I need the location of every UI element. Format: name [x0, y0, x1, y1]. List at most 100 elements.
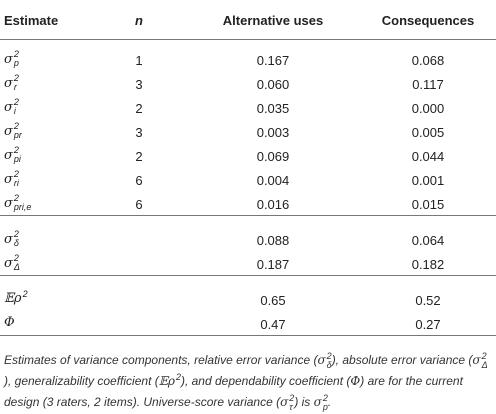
superscript: 2 [13, 73, 19, 83]
alternative-uses-cell: 0.035 [256, 101, 290, 116]
estimate-cell: σ 2 pr [4, 122, 22, 140]
consequences-cell: 0.000 [411, 101, 445, 116]
group-rule [0, 275, 496, 276]
math-scripts: 2 pi [14, 146, 21, 164]
math-scripts: 2 ri [14, 170, 19, 188]
math-base: 𝔼ρ [4, 291, 22, 307]
math-base: σ [4, 231, 13, 247]
group-rule [0, 335, 496, 336]
superscript: 2 [13, 193, 19, 203]
n-cell: 3 [135, 125, 143, 140]
math-scripts: 2 [176, 373, 181, 382]
math: Φ [350, 374, 360, 388]
math-base: σ [280, 395, 289, 409]
superscript: 2 [175, 372, 181, 382]
header-cell: n [135, 13, 143, 28]
group-rule [0, 215, 496, 216]
subscript: δ [13, 238, 19, 248]
n-cell: 3 [135, 77, 143, 92]
subscript: i [13, 106, 16, 116]
alternative-uses-cell: 0.060 [256, 77, 290, 92]
consequences-cell: 0.182 [411, 257, 445, 272]
footnote-text: ) are for the current design (3 raters, … [4, 374, 463, 409]
estimate-cell: σ 2 ri [4, 170, 19, 188]
subscript: Δ [481, 359, 488, 370]
math-base: σ [4, 171, 13, 187]
math-scripts: 2 pr [14, 122, 22, 140]
superscript: 2 [13, 145, 19, 155]
subscript: pi [13, 154, 21, 164]
math-base: σ [4, 147, 13, 163]
math: 𝔼ρ 2 [159, 373, 181, 389]
estimate-cell: σ 2 pri,e [4, 194, 31, 212]
footnote-text: . [327, 395, 332, 409]
estimate-cell: σ 2 pi [4, 146, 21, 164]
n-cell: 6 [135, 173, 143, 188]
math-scripts: 2 [23, 290, 28, 299]
subscript: Δ [13, 262, 20, 272]
footnote-text: ), and dependability coefficient ( [180, 374, 351, 388]
consequences-cell: 0.117 [412, 77, 444, 92]
superscript: 2 [13, 49, 19, 59]
consequences-cell: 0.001 [411, 173, 445, 188]
n-cell: 6 [135, 197, 143, 212]
math: σ 2 pr [4, 122, 22, 140]
math-base: σ [472, 353, 481, 367]
footnote-text: ), absolute error variance ( [331, 353, 473, 367]
header-rule [0, 39, 496, 40]
math: σ 2 pi [4, 146, 21, 164]
consequences-cell: 0.068 [411, 53, 445, 68]
math-base: σ [4, 99, 13, 115]
estimate-cell: 𝔼ρ 2 [4, 290, 28, 307]
math: σ 2 ri [4, 170, 19, 188]
superscript: 2 [22, 289, 28, 299]
math-base: Φ [4, 315, 15, 330]
alternative-uses-cell: 0.187 [256, 257, 290, 272]
superscript: 2 [322, 392, 328, 403]
alternative-uses-cell: 0.003 [256, 125, 290, 140]
subscript: p [322, 401, 328, 412]
math: σ 2 pri,e [4, 193, 32, 212]
footnote-text: ) is [294, 395, 314, 409]
math-base: σ [313, 395, 322, 409]
footnote-text: Estimates of variance components, relati… [4, 353, 318, 367]
math-base: σ [317, 353, 326, 367]
consequences-cell: 0.064 [411, 233, 445, 248]
header-cell: Consequences [381, 13, 475, 28]
subscript: pri,e [13, 202, 32, 212]
header-cell: Alternative uses [222, 13, 324, 28]
n-cell: 2 [135, 101, 143, 116]
subscript: r [13, 82, 17, 92]
subscript: δ [326, 359, 332, 370]
math-base: σ [4, 123, 13, 139]
footnote: Estimates of variance components, relati… [4, 350, 492, 413]
superscript: 2 [13, 121, 19, 131]
superscript: 2 [13, 169, 19, 179]
math-base: σ [4, 75, 13, 91]
estimate-cell: Φ [4, 314, 15, 331]
footnote-text: ), generalizability coefficient ( [4, 374, 159, 388]
superscript: 2 [13, 97, 19, 107]
subscript: τ [289, 401, 293, 412]
alternative-uses-cell: 0.088 [256, 233, 290, 248]
math: 𝔼ρ 2 [4, 290, 28, 307]
math-base: Φ [350, 374, 361, 388]
alternative-uses-cell: 0.47 [260, 317, 286, 332]
